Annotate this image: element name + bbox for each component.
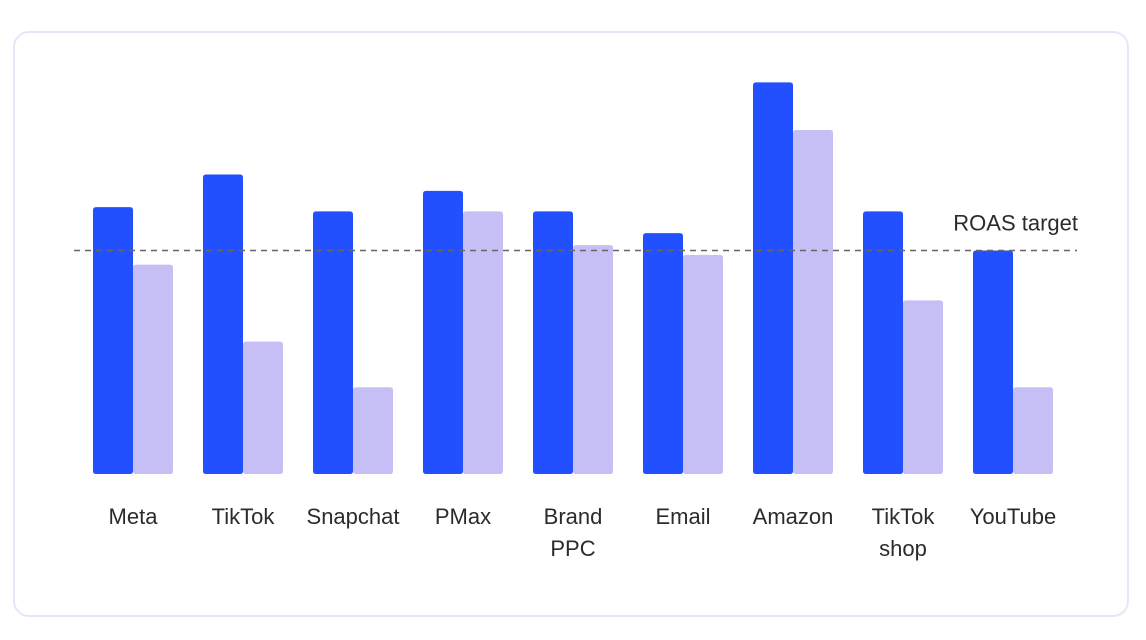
bar-meta-series-1 (93, 207, 133, 474)
bar-email-series-2 (683, 254, 723, 474)
x-label-tiktok: TikTok (212, 504, 276, 529)
bar-email-series-1 (643, 233, 683, 474)
x-axis-labels: Meta TikTok Snapchat PMax Brand PPC Email Amazo… (109, 504, 1057, 561)
bar-pmax-series-2 (463, 211, 503, 474)
bar-snapchat-series-2 (353, 387, 393, 474)
bar-youtube-series-1 (973, 250, 1013, 474)
bar-tiktok-series-1 (203, 174, 243, 475)
bar-tiktok-series-2 (243, 341, 283, 474)
bar-pmax-series-1 (423, 190, 463, 474)
roas-target-label: ROAS target (953, 210, 1078, 235)
bar-amazon-series-2 (793, 130, 833, 474)
x-label-email: Email (655, 504, 710, 529)
bar-snapchat-series-1 (313, 211, 353, 474)
bar-youtube-series-2 (1013, 387, 1053, 474)
x-label-youtube: YouTube (970, 504, 1056, 529)
bars-group (93, 82, 1053, 475)
bar-tiktok-shop-series-2 (903, 300, 943, 474)
x-label-meta: Meta (109, 504, 159, 529)
x-label-snapchat: Snapchat (307, 504, 400, 529)
x-label-amazon: Amazon (753, 504, 834, 529)
x-label-brand-ppc: Brand PPC (544, 504, 603, 561)
x-label-pmax: PMax (435, 504, 491, 529)
bar-brand-ppc-series-1 (533, 211, 573, 474)
bar-tiktok-shop-series-1 (863, 211, 903, 474)
bar-meta-series-2 (133, 264, 173, 474)
bar-brand-ppc-series-2 (573, 245, 613, 474)
bar-amazon-series-1 (753, 82, 793, 474)
x-label-tiktok-shop: TikTok shop (872, 504, 936, 561)
